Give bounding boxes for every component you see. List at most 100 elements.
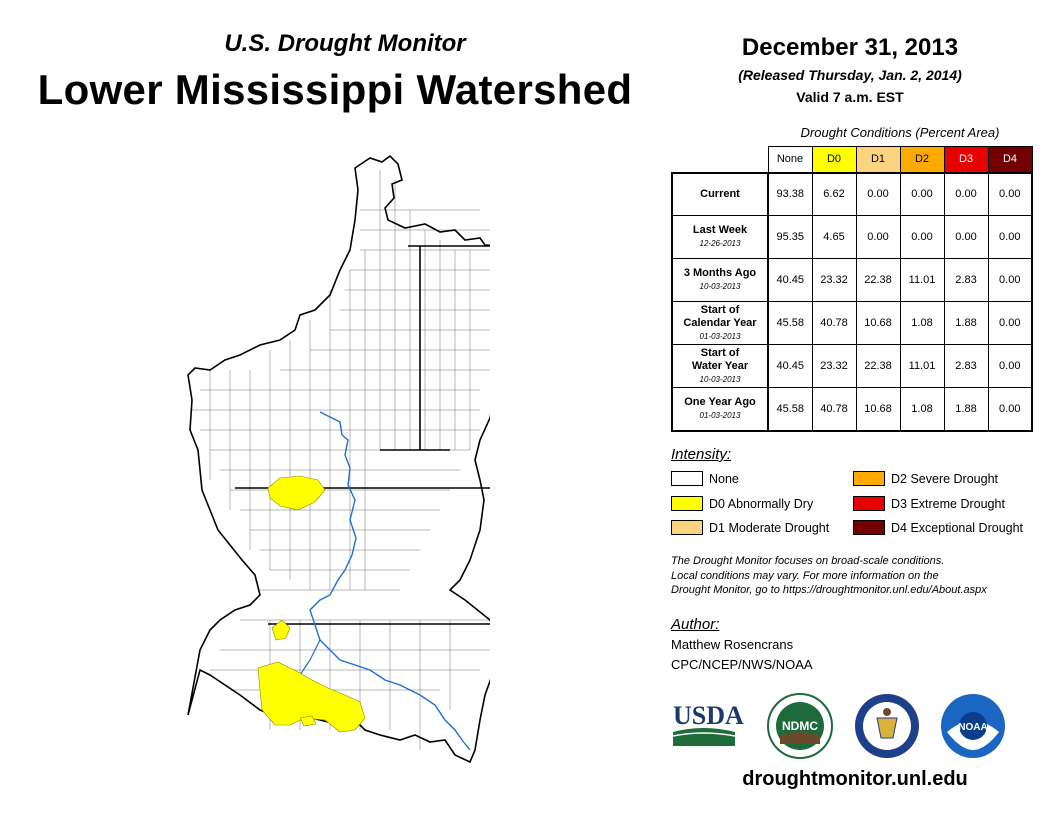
table-row: 3 Months Ago 10-03-2013 40.45 23.32 22.38… — [671, 258, 1033, 302]
watershed-outline — [187, 154, 490, 764]
cell-value: 0.00 — [899, 171, 945, 216]
table-row: Start of Water Year 10-03-2013 40.45 23.32… — [671, 344, 1033, 388]
legend-label: None — [709, 471, 739, 486]
valid-time: Valid 7 a.m. EST — [796, 89, 904, 105]
drought-area-south — [257, 661, 366, 733]
table-row: Current 93.38 6.62 0.00 0.00 0.00 0.00 — [671, 171, 1033, 216]
cell-value: 4.65 — [811, 215, 857, 259]
usda-logo: USDA — [672, 701, 744, 746]
legend-swatch — [853, 520, 885, 535]
ndmc-logo-text: NDMC — [782, 719, 818, 733]
usda-logo-text: USDA — [673, 701, 744, 730]
cell-value: 0.00 — [855, 215, 901, 259]
state-boundaries — [235, 245, 490, 625]
header-d2: D2 — [899, 146, 945, 173]
cell-value: 0.00 — [943, 171, 989, 216]
table-caption: Drought Conditions (Percent Area) — [800, 125, 1000, 140]
drought-area-north — [267, 475, 326, 511]
legend-label: D4 Exceptional Drought — [891, 520, 1024, 535]
legend-item-d1: D1 Moderate Drought — [671, 520, 829, 535]
note-line: Local conditions may vary. For more info… — [671, 569, 939, 582]
cell-value: 0.00 — [987, 301, 1033, 345]
drought-area-coast — [299, 715, 317, 727]
cell-value: 40.78 — [811, 301, 857, 345]
note-line: The Drought Monitor focuses on broad-sca… — [671, 555, 945, 567]
note-line[interactable]: Drought Monitor, go to https://droughtmo… — [671, 584, 987, 596]
row-label: One Year Ago 01-03-2013 — [671, 387, 769, 432]
legend-swatch — [853, 471, 885, 486]
cell-value: 40.45 — [767, 344, 813, 388]
cell-value: 6.62 — [811, 171, 857, 216]
table-row: Start of Calendar Year 01-03-2013 45.58 40… — [671, 301, 1033, 345]
cell-value: 11.01 — [899, 258, 945, 302]
agency-logos: USDA NDMC NOAA — [672, 693, 1005, 759]
cell-value: 0.00 — [855, 171, 901, 216]
legend-heading: Intensity: — [671, 446, 732, 463]
disclaimer-note: The Drought Monitor focuses on broad-sca… — [671, 554, 1041, 598]
legend-swatch — [671, 471, 703, 486]
legend-label: D2 Severe Drought — [891, 471, 999, 486]
cell-value: 22.38 — [855, 344, 901, 388]
legend-item-none: None — [671, 471, 739, 486]
cell-value: 1.08 — [899, 301, 945, 345]
map-subtitle: U.S. Drought Monitor — [224, 30, 466, 57]
noaa-logo: NOAA — [941, 694, 1005, 758]
cell-value: 2.83 — [943, 258, 989, 302]
cell-value: 0.00 — [987, 215, 1033, 259]
report-date: December 31, 2013 — [741, 34, 959, 61]
cell-value: 0.00 — [987, 344, 1033, 388]
cell-value: 0.00 — [943, 215, 989, 259]
legend-item-d2: D2 Severe Drought — [853, 471, 998, 486]
cell-value: 0.00 — [987, 258, 1033, 302]
cell-value: 1.08 — [899, 387, 945, 432]
cell-value: 45.58 — [767, 301, 813, 345]
legend-swatch — [671, 496, 703, 511]
legend-swatch — [853, 496, 885, 511]
legend-item-d0: D0 Abnormally Dry — [671, 496, 813, 511]
cell-value: 22.38 — [855, 258, 901, 302]
cell-value: 40.78 — [811, 387, 857, 432]
cell-value: 45.58 — [767, 387, 813, 432]
cell-value: 10.68 — [855, 387, 901, 432]
cell-value: 95.35 — [767, 215, 813, 259]
row-label: 3 Months Ago 10-03-2013 — [671, 258, 769, 302]
author-org: CPC/NCEP/NWS/NOAA — [671, 657, 813, 672]
cell-value: 23.32 — [811, 344, 857, 388]
cell-value: 23.32 — [811, 258, 857, 302]
author-heading: Author: — [671, 616, 720, 633]
table-row: One Year Ago 01-03-2013 45.58 40.78 10.68… — [671, 387, 1033, 432]
author-name: Matthew Rosencrans — [671, 637, 794, 652]
row-label: Current — [671, 171, 769, 216]
mississippi-river — [309, 411, 471, 751]
legend-swatch — [671, 520, 703, 535]
legend-item-d3: D3 Extreme Drought — [853, 496, 1005, 511]
cell-value: 1.88 — [943, 301, 989, 345]
header-d1: D1 — [855, 146, 901, 173]
cell-value: 0.00 — [899, 215, 945, 259]
header-d3: D3 — [943, 146, 989, 173]
website-link[interactable]: droughtmonitor.unl.edu — [742, 768, 968, 790]
drought-area-central — [271, 619, 291, 641]
county-grid — [190, 170, 490, 750]
cell-value: 10.68 — [855, 301, 901, 345]
noaa-logo-text: NOAA — [958, 722, 987, 733]
legend-item-d4: D4 Exceptional Drought — [853, 520, 1023, 535]
header-d4: D4 — [987, 146, 1033, 173]
row-label: Start of Calendar Year 01-03-2013 — [671, 301, 769, 345]
watershed-map — [187, 154, 490, 764]
drought-areas — [257, 475, 366, 733]
legend-label: D3 Extreme Drought — [891, 496, 1005, 511]
header-none: None — [767, 146, 813, 173]
table-row: Last Week 12-26-2013 95.35 4.65 0.00 0.00… — [671, 215, 1033, 259]
cell-value: 93.38 — [767, 171, 813, 216]
header-d0: D0 — [811, 146, 857, 173]
ndmc-logo: NDMC — [767, 693, 833, 759]
legend-label: D1 Moderate Drought — [709, 520, 830, 535]
doc-seal-logo — [855, 694, 919, 758]
table-corner — [672, 147, 768, 173]
cell-value: 0.00 — [987, 171, 1033, 216]
row-label: Start of Water Year 10-03-2013 — [671, 344, 769, 388]
legend-label: D0 Abnormally Dry — [709, 496, 814, 511]
cell-value: 40.45 — [767, 258, 813, 302]
map-title: Lower Mississippi Watershed — [37, 66, 633, 113]
